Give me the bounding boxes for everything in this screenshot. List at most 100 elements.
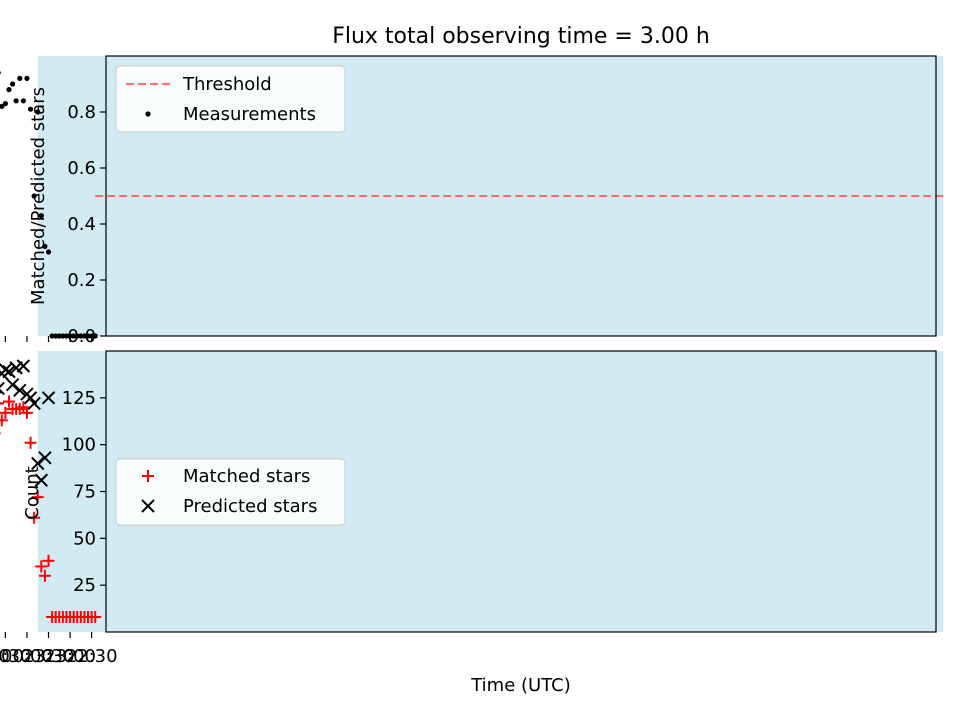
measurement-point <box>53 333 59 339</box>
predicted-legend-label: Predicted stars <box>183 496 317 517</box>
top-y-tick-label: 0.8 <box>67 102 96 123</box>
predicted-star-point <box>5 378 20 392</box>
top-y-tick-label: 0.2 <box>67 270 96 291</box>
chart-title: Flux total observing time = 3.00 h <box>332 24 710 49</box>
x-tick-label: 23:30 <box>23 646 75 667</box>
predicted-star-point <box>34 473 49 487</box>
predicted-star-points <box>0 359 56 487</box>
x-tick-label: 01:00 <box>0 646 10 667</box>
measurement-point <box>92 333 98 339</box>
matched-star-point <box>35 560 48 573</box>
top-x-ticks <box>4 336 93 342</box>
bottom-x-ticks: 22:3023:0023:3000:0000:3001:0001:3002:00… <box>0 632 118 667</box>
threshold-legend-label: Threshold <box>182 74 272 95</box>
predicted-star-stroke <box>9 361 23 375</box>
predicted-star-point <box>0 366 9 381</box>
matched-star-point <box>46 611 59 624</box>
predicted-star-stroke <box>31 456 45 471</box>
measurement-point <box>63 333 70 339</box>
measurements-legend-label: Measurements <box>183 104 316 125</box>
measurement-point <box>42 243 48 249</box>
matched-star-point <box>38 569 51 582</box>
predicted-star-stroke <box>0 388 5 396</box>
measurement-point <box>45 249 52 255</box>
measurement-point <box>60 333 66 339</box>
measurement-point <box>31 193 37 199</box>
top-y-tick-label: 0.4 <box>67 214 96 235</box>
matched-star-point <box>24 436 37 449</box>
matched-star-point <box>6 403 19 416</box>
matched-star-point <box>42 554 55 567</box>
predicted-star-point <box>31 456 45 471</box>
predicted-star-stroke <box>27 396 41 411</box>
measurement-point <box>13 98 19 104</box>
bottom-y-tick-label: 100 <box>62 435 96 456</box>
top-panel: 0.00.20.40.60.8 Matched/Predicted stars … <box>0 55 944 347</box>
measurement-point <box>17 75 23 81</box>
predicted-star-stroke <box>38 451 52 465</box>
measurement-point <box>9 81 16 87</box>
measurement-point <box>0 103 5 109</box>
top-y-tick-label: 0.6 <box>67 158 96 179</box>
top-y-tick-label: 0.0 <box>67 326 96 347</box>
predicted-star-stroke <box>20 387 34 401</box>
predicted-star-stroke <box>34 473 49 487</box>
bottom-y-axis-label: Count <box>22 466 43 519</box>
x-tick-label: 00:30 <box>0 646 31 667</box>
predicted-star-point <box>0 391 2 405</box>
measurement-points <box>0 70 98 339</box>
predicted-star-point <box>0 381 5 396</box>
predicted-star-point <box>20 387 34 401</box>
measurements-legend-swatch <box>145 111 151 117</box>
predicted-star-point <box>38 451 52 465</box>
top-y-ticks: 0.0 0.2 0.4 0.6 0.8 <box>67 102 106 347</box>
top-legend-box <box>115 65 346 133</box>
predicted-star-stroke <box>41 391 56 405</box>
measurement-point <box>49 333 55 339</box>
predicted-star-point <box>13 383 27 398</box>
predicted-star-point <box>9 361 23 375</box>
measurement-point <box>56 333 62 339</box>
measurement-point <box>71 333 77 339</box>
bottom-panel: 25 50 75 100 125 22:3023:0023:3000:0000:3001… <box>0 350 944 696</box>
predicted-star-point <box>41 391 56 405</box>
matched-star-point <box>0 402 5 405</box>
measurement-point <box>74 333 80 339</box>
matched-star-points <box>0 395 102 624</box>
x-tick-label: 23:00 <box>44 646 96 667</box>
matched-star-point <box>28 511 41 524</box>
measurement-point <box>0 70 1 75</box>
measurement-point <box>81 333 88 339</box>
bottom-y-tick-label: 125 <box>62 388 96 409</box>
measurement-point <box>27 106 34 112</box>
measurement-point <box>85 333 91 339</box>
measurement-point <box>6 87 12 93</box>
measurement-point <box>2 101 8 107</box>
matched-star-point <box>0 432 1 435</box>
matched-star-point <box>0 414 8 427</box>
matched-star-point <box>2 395 15 408</box>
bottom-y-tick-label: 25 <box>73 575 96 596</box>
top-legend: Threshold Measurements <box>115 65 346 133</box>
predicted-star-stroke <box>13 383 27 398</box>
x-tick-label: 00:00 <box>1 646 53 667</box>
matched-star-point <box>31 491 44 504</box>
measurement-point <box>38 213 44 219</box>
predicted-star-stroke <box>0 366 9 377</box>
bottom-legend: Matched stars Predicted stars <box>115 458 346 526</box>
predicted-star-stroke <box>5 378 20 392</box>
matched-star-point <box>0 406 12 419</box>
predicted-star-stroke <box>0 381 5 389</box>
top-y-axis-label: Matched/Predicted stars <box>28 87 49 305</box>
x-tick-label: 22:30 <box>66 646 118 667</box>
measurement-point <box>24 75 30 81</box>
bottom-y-tick-label: 50 <box>73 528 96 549</box>
predicted-legend-swatch <box>141 499 155 513</box>
measurement-point <box>20 98 26 104</box>
bottom-y-tick-label: 75 <box>73 482 96 503</box>
measurement-point <box>78 333 84 339</box>
bottom-y-ticks: 25 50 75 100 125 <box>62 388 106 596</box>
matched-legend-swatch <box>142 470 154 482</box>
bottom-legend-box <box>115 458 346 526</box>
